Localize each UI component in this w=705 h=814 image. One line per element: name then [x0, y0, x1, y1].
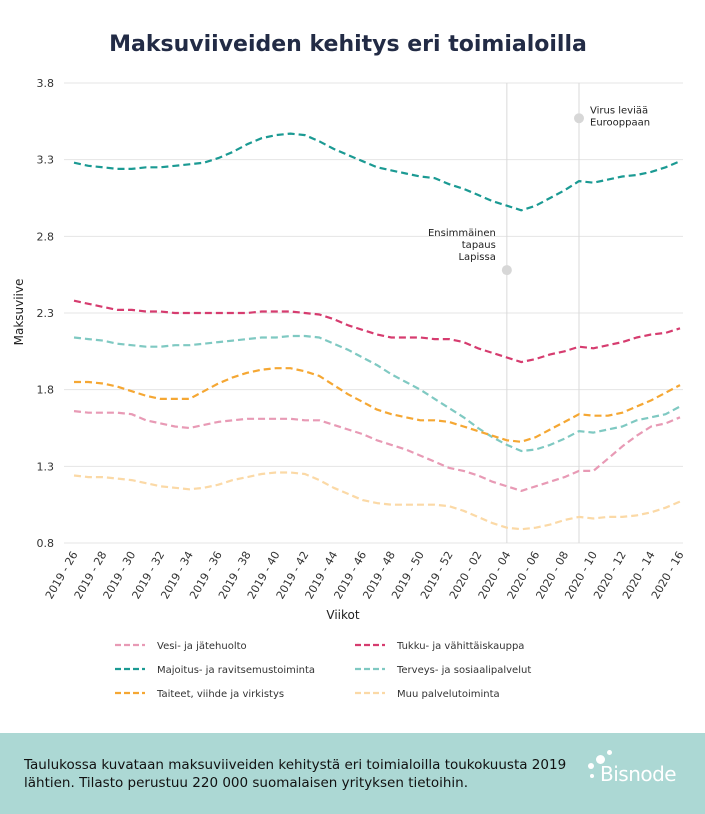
annotation-marker: [501, 265, 512, 276]
y-tick-label: 1.3: [37, 460, 55, 473]
annotation-text: Virus leviää: [590, 105, 648, 116]
series-line: [73, 132, 681, 212]
logo-dot-icon: [596, 755, 605, 764]
legend: Vesi- ja jätehuolto Tukku- ja vähittäiska…: [115, 641, 531, 700]
annotation-text: tapaus: [462, 240, 496, 251]
logo-dot-icon: [588, 763, 594, 769]
y-tick-label: 0.8: [37, 537, 55, 550]
series-line: [73, 471, 681, 531]
annotation-lines: [506, 83, 580, 543]
series-line: [73, 299, 681, 364]
y-tick-label: 1.8: [37, 384, 55, 397]
legend-label: Tukku- ja vähittäiskauppa: [396, 641, 524, 652]
x-axis-label: Viikot: [326, 608, 359, 622]
series-line: [74, 367, 681, 443]
y-tick-label: 3.3: [37, 154, 55, 167]
grid: [64, 82, 683, 544]
annotation-text: Lapissa: [458, 252, 495, 263]
logo-text: Bisnode: [600, 762, 677, 786]
legend-label: Terveys- ja sosiaalipalvelut: [396, 665, 531, 676]
legend-label: Taiteet, viihde ja virkistys: [156, 689, 284, 700]
bisnode-logo: Bisnode: [586, 748, 696, 798]
series-line: [73, 410, 681, 492]
logo-dot-icon: [590, 774, 594, 778]
footer-text: Taulukossa kuvataan maksuviiveiden kehit…: [24, 757, 567, 791]
chart-title: Maksuviiveiden kehitys eri toimialoilla: [109, 32, 587, 57]
annotation-text: Ensimmäinen: [428, 228, 496, 239]
y-axis-label: Maksuviive: [12, 279, 26, 346]
footer: Taulukossa kuvataan maksuviiveiden kehit…: [0, 733, 705, 814]
series-lines: [73, 132, 681, 531]
chart: Maksuviiveiden kehitys eri toimialoilla …: [12, 32, 687, 700]
legend-label: Vesi- ja jätehuolto: [157, 641, 247, 652]
annotation-marker: [574, 113, 584, 124]
y-tick-label: 2.8: [37, 230, 55, 243]
y-tick-label: 3.8: [37, 77, 55, 90]
legend-label: Majoitus- ja ravitsemustoiminta: [157, 665, 315, 676]
y-tick-label: 2.3: [37, 307, 55, 320]
annotation-text: Eurooppaan: [590, 117, 650, 128]
series-line: [73, 334, 681, 453]
logo-dot-icon: [607, 750, 612, 755]
y-axis-ticks: 0.8 1.3 1.8 2.3 2.8 3.3 3.8: [37, 77, 55, 550]
legend-label: Muu palvelutoiminta: [397, 689, 500, 700]
